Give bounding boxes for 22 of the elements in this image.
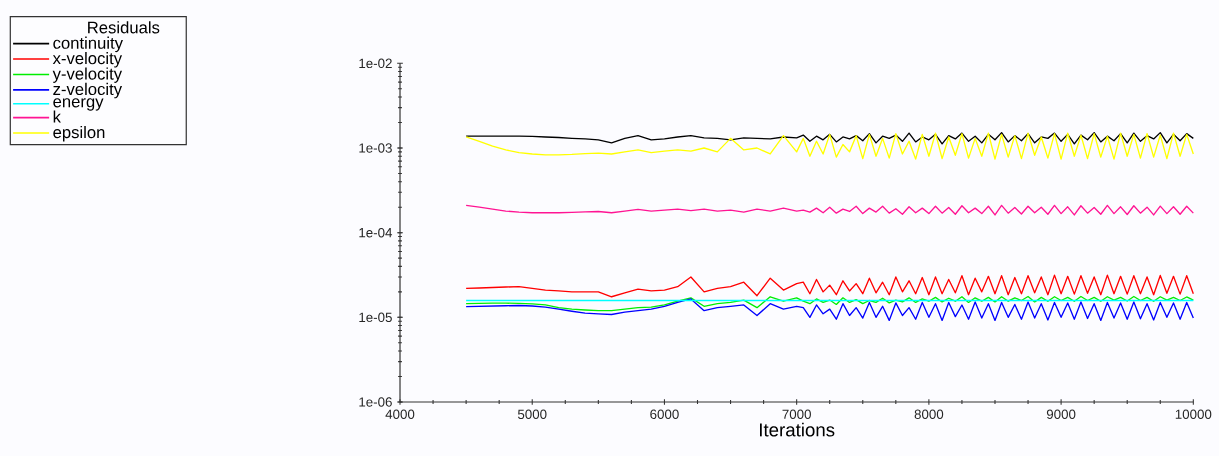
x-tick-label: 8000: [914, 409, 944, 419]
y-tick-label: 1e-02: [359, 58, 392, 69]
x-tick-label: 4000: [385, 409, 415, 419]
legend-label: epsilon: [53, 125, 105, 142]
legend-label: energy: [53, 98, 104, 111]
x-axis-title: Iterations: [759, 422, 835, 437]
x-tick-label: 10000: [1175, 409, 1212, 419]
x-tick-label: 5000: [517, 409, 547, 419]
legend-label: k: [53, 110, 61, 123]
legend-label: x-velocity: [52, 52, 123, 68]
y-tick-label: 1e-06: [359, 397, 392, 407]
x-tick-label: 9000: [1046, 409, 1076, 419]
line-series: [465, 132, 1194, 160]
legend-label: continuity: [53, 36, 123, 53]
legend-label: z-velocity: [53, 82, 123, 99]
y-tick-label: 1e-03: [359, 143, 392, 153]
x-tick-label: 7000: [782, 409, 811, 419]
legend-title: Residuals: [88, 21, 160, 34]
y-tick-label: 1e-05: [359, 312, 392, 323]
legend-label: y-velocity: [52, 67, 123, 83]
y-tick-label: 1e-04: [359, 227, 393, 238]
x-tick-label: 6000: [650, 409, 679, 419]
